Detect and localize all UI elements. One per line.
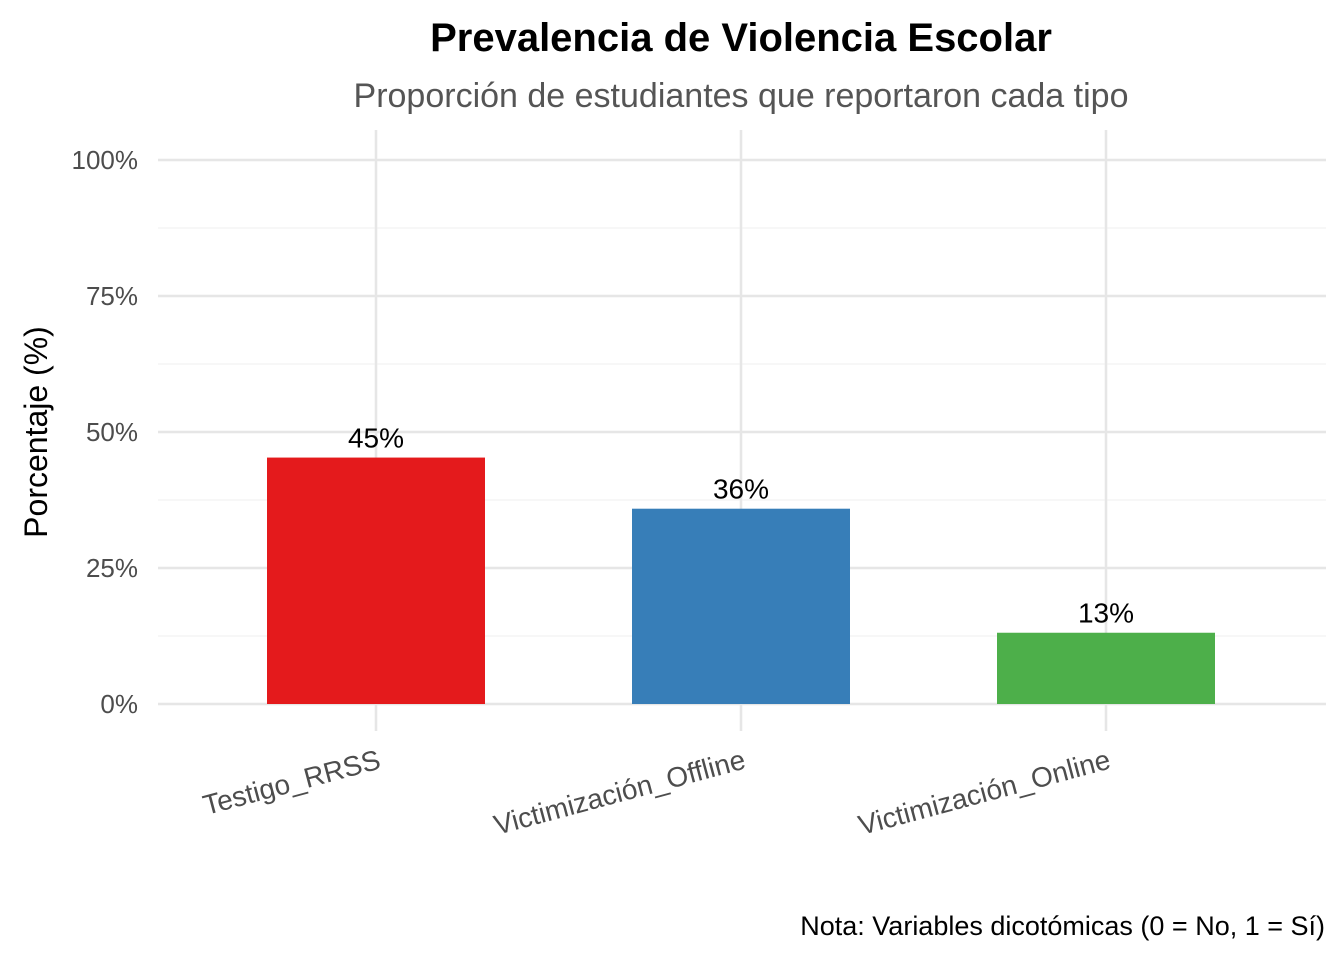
bars — [267, 457, 1215, 704]
bar — [632, 508, 850, 704]
y-tick-label: 100% — [72, 145, 139, 175]
y-tick-label: 0% — [100, 689, 138, 719]
x-tick-label: Victimización_Offline — [490, 744, 748, 841]
bar — [267, 457, 485, 704]
data-labels: 45% 36% 13% — [348, 423, 1134, 629]
y-tick-label: 25% — [86, 553, 138, 583]
y-axis-label: Porcentaje (%) — [18, 326, 54, 538]
chart-caption: Nota: Variables dicotómicas (0 = No, 1 =… — [800, 911, 1325, 941]
data-label: 36% — [713, 474, 769, 505]
x-tick-label: Victimización_Online — [855, 744, 1114, 841]
y-tick-label: 75% — [86, 281, 138, 311]
y-axis-ticks: 0% 25% 50% 75% 100% — [72, 145, 139, 719]
y-tick-label: 50% — [86, 417, 138, 447]
chart-subtitle: Proporción de estudiantes que reportaron… — [354, 77, 1129, 115]
bar — [997, 632, 1215, 704]
x-tick-label: Testigo_RRSS — [200, 744, 384, 821]
chart-title: Prevalencia de Violencia Escolar — [430, 16, 1052, 60]
data-label: 45% — [348, 423, 404, 454]
data-label: 13% — [1078, 598, 1134, 629]
x-axis-ticks: Testigo_RRSS Victimización_Offline Victimi… — [200, 744, 1114, 841]
